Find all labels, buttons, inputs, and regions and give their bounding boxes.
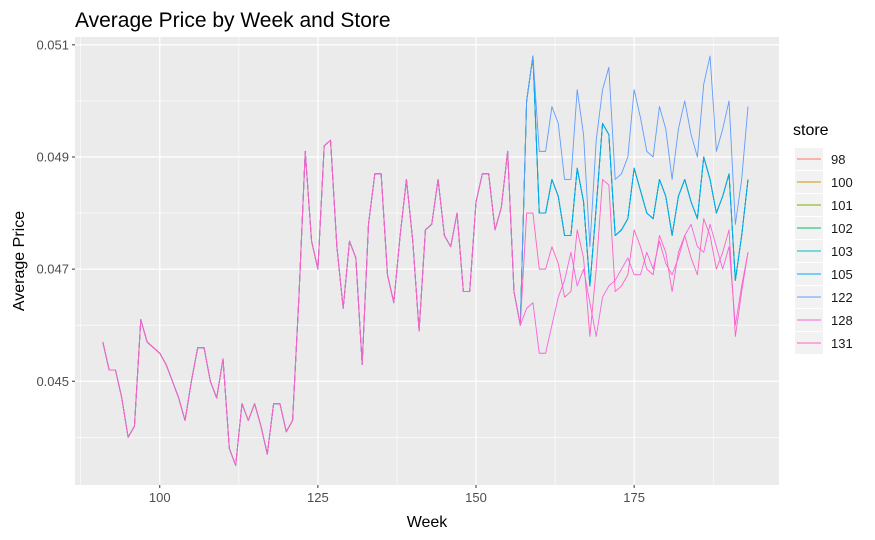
x-tick-label: 125 bbox=[307, 490, 329, 505]
chart-title: Average Price by Week and Store bbox=[75, 9, 391, 32]
legend-title: store bbox=[793, 122, 829, 139]
legend-label-122: 122 bbox=[831, 290, 853, 305]
y-tick-label: 0.045 bbox=[36, 374, 69, 389]
y-axis-title: Average Price bbox=[11, 211, 28, 311]
x-axis: 100 125 150 175 bbox=[149, 485, 645, 505]
legend-label-101: 101 bbox=[831, 198, 853, 213]
legend-label-103: 103 bbox=[831, 244, 853, 259]
series-line-131 bbox=[102, 139, 749, 466]
legend-label-102: 102 bbox=[831, 221, 853, 236]
x-tick-label: 175 bbox=[623, 490, 645, 505]
series-lines bbox=[102, 55, 749, 466]
plot-panel bbox=[75, 37, 779, 485]
legend-label-131: 131 bbox=[831, 336, 853, 351]
x-axis-title: Week bbox=[407, 514, 449, 531]
legend-label-128: 128 bbox=[831, 313, 853, 328]
legend-label-105: 105 bbox=[831, 267, 853, 282]
legend-label-98: 98 bbox=[831, 152, 845, 167]
y-tick-label: 0.047 bbox=[36, 262, 69, 277]
x-tick-label: 150 bbox=[465, 490, 487, 505]
y-tick-label: 0.049 bbox=[36, 149, 69, 164]
legend: store 98 100 101 102 103 105 122 128 131 bbox=[793, 122, 853, 354]
y-tick-label: 0.051 bbox=[36, 37, 69, 52]
legend-label-100: 100 bbox=[831, 175, 853, 190]
y-axis: 0.045 0.047 0.049 0.051 bbox=[36, 37, 75, 389]
x-tick-label: 100 bbox=[149, 490, 171, 505]
